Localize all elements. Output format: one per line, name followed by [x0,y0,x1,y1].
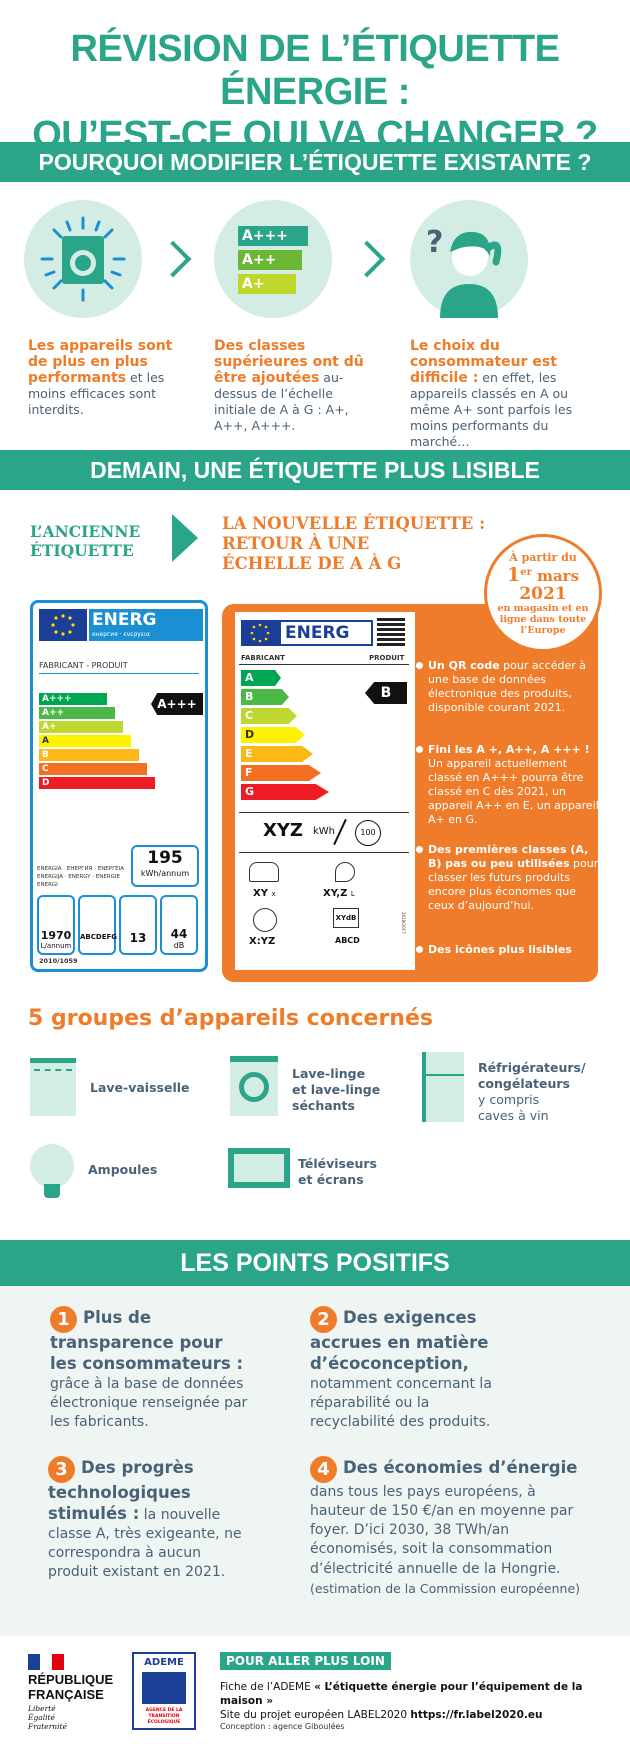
old-energ-banner: ENERG енергия · ενεργεια [89,609,203,641]
washing-machine-illustration [24,200,142,318]
page-title: RÉVISION DE L’ÉTIQUETTE ÉNERGIE : QU’EST… [32,28,598,156]
group-tv: Téléviseurs et écrans [298,1156,377,1187]
tv-icon [228,1148,290,1188]
motto: Liberté Égalité Fraternité [28,1704,67,1731]
washing-machine-icon [40,216,126,302]
group-bulbs: Ampoules [88,1162,158,1177]
ademe-guide-link[interactable]: « L’étiquette énergie pour l’équipement … [220,1681,583,1707]
old-spin-icon: ABCDEFG [78,895,117,955]
dishwasher-icon [30,1058,76,1116]
water-tap-icon [335,862,355,882]
point-1: 1 Plus de transparence pour les consommat… [50,1306,248,1430]
energy-classes-illustration: A+++ A++ A+ [214,200,332,318]
qr-code-icon [377,618,405,646]
old-langs: ENERGIA · ЕНЕРГИЯ · ΕΝΕΡΓΕΙΑ ENERGIJA · … [37,866,125,888]
point-3: 3 Des progrès technologiques stimulés : l… [48,1456,242,1580]
section-label-heading: DEMAIN, UNE ÉTIQUETTE PLUS LISIBLE [0,450,630,490]
bulb-icon [30,1144,74,1198]
fridge-icon [422,1052,464,1122]
bullet-classes: Fini les A +, A++, A +++ ! Un appareil a… [416,743,603,827]
new-label-title: LA NOUVELLE ÉTIQUETTE : RETOUR À UNE ÉCHEL… [222,514,486,573]
old-noise-icon: 44 dB [160,895,198,955]
republique-francaise: RÉPUBLIQUE FRANÇAISE [28,1672,114,1702]
arrow-right-icon [172,514,198,562]
credit: Conception : agence Giboulées [220,1722,345,1731]
positive-points-heading: LES POINTS POSITIFS [0,1240,630,1286]
old-label-title: L’ANCIENNE ÉTIQUETTE [30,522,141,560]
question-person-icon: ? [426,225,502,318]
section-why-heading: POURQUOI MODIFIER L’ÉTIQUETTE EXISTANTE … [0,142,630,182]
marianne-logo-icon [28,1654,64,1670]
point-2: 2 Des exigences accrues en matière d’écoc… [310,1306,492,1430]
group-washing: Lave-linge et lave-linge séchants [292,1066,381,1113]
eu-flag-icon [241,620,279,646]
why-text-3: Le choix du consommateur est difficile :… [410,338,573,449]
why-text-1: Les appareils sont de plus en plus perfo… [28,338,173,417]
eu-flag-icon [39,609,87,641]
old-maker: FABRICANT - PRODUIT [39,661,128,670]
why-text-2: Des classes supérieures ont dû être ajou… [214,338,364,433]
chevron-right-icon [348,240,386,278]
group-dishwasher: Lave-vaisselle [90,1080,190,1095]
clock-icon [253,908,277,932]
more-info-links: Fiche de l’ADEME « L’étiquette énergie p… [220,1681,583,1721]
bullet-icons: Des icônes plus lisibles [416,943,603,957]
bullet-first-classes: Des premières classes (A, B) pas ou peu … [416,843,603,913]
old-energy-label: ENERG енергия · ενεργεια FABRICANT - PROD… [30,600,208,972]
old-rating-arrow: A+++ [151,693,203,715]
dishes-icon [249,862,279,882]
groups-heading: 5 groupes d’appareils concernés [28,1006,433,1031]
new-rating-arrow: B [365,682,407,704]
svg-text:?: ? [426,225,443,260]
new-energ-banner: ENERG [279,620,373,646]
more-info-badge: POUR ALLER PLUS LOIN [220,1652,391,1670]
point-4: 4 Des économies d’énergie dans tous les p… [310,1456,581,1596]
confused-consumer-illustration: ? [410,200,528,318]
new-kwh: XYZ [263,820,303,841]
washing-machine-small-icon [230,1056,278,1116]
label2020-link[interactable]: https://fr.label2020.eu [410,1709,543,1721]
chevron-right-icon [154,240,192,278]
group-fridge: Réfrigérateurs/congélateurs y compris cave… [478,1060,586,1123]
ademe-logo: ADEME AGENCE DE LA TRANSITION ÉCOLOGIQUE [132,1652,196,1730]
old-water-icon: 1970 L/annum [37,895,75,955]
date-badge: À partir du 1er mars 2021 en magasin et … [484,534,602,652]
old-reg: 2010/1059 [39,957,78,965]
bullet-qr: Un QR code pour accéder à une base de do… [416,659,603,715]
cycle-icon: 100 [355,820,381,846]
old-kwh-box: 195 kWh/annum [131,845,199,887]
new-energy-label: ENERG FABRICANT PRODUIT A B C D E F G B … [235,612,415,970]
noise-icon: XYdB [333,908,359,928]
old-place-icon: 13 [119,895,157,955]
